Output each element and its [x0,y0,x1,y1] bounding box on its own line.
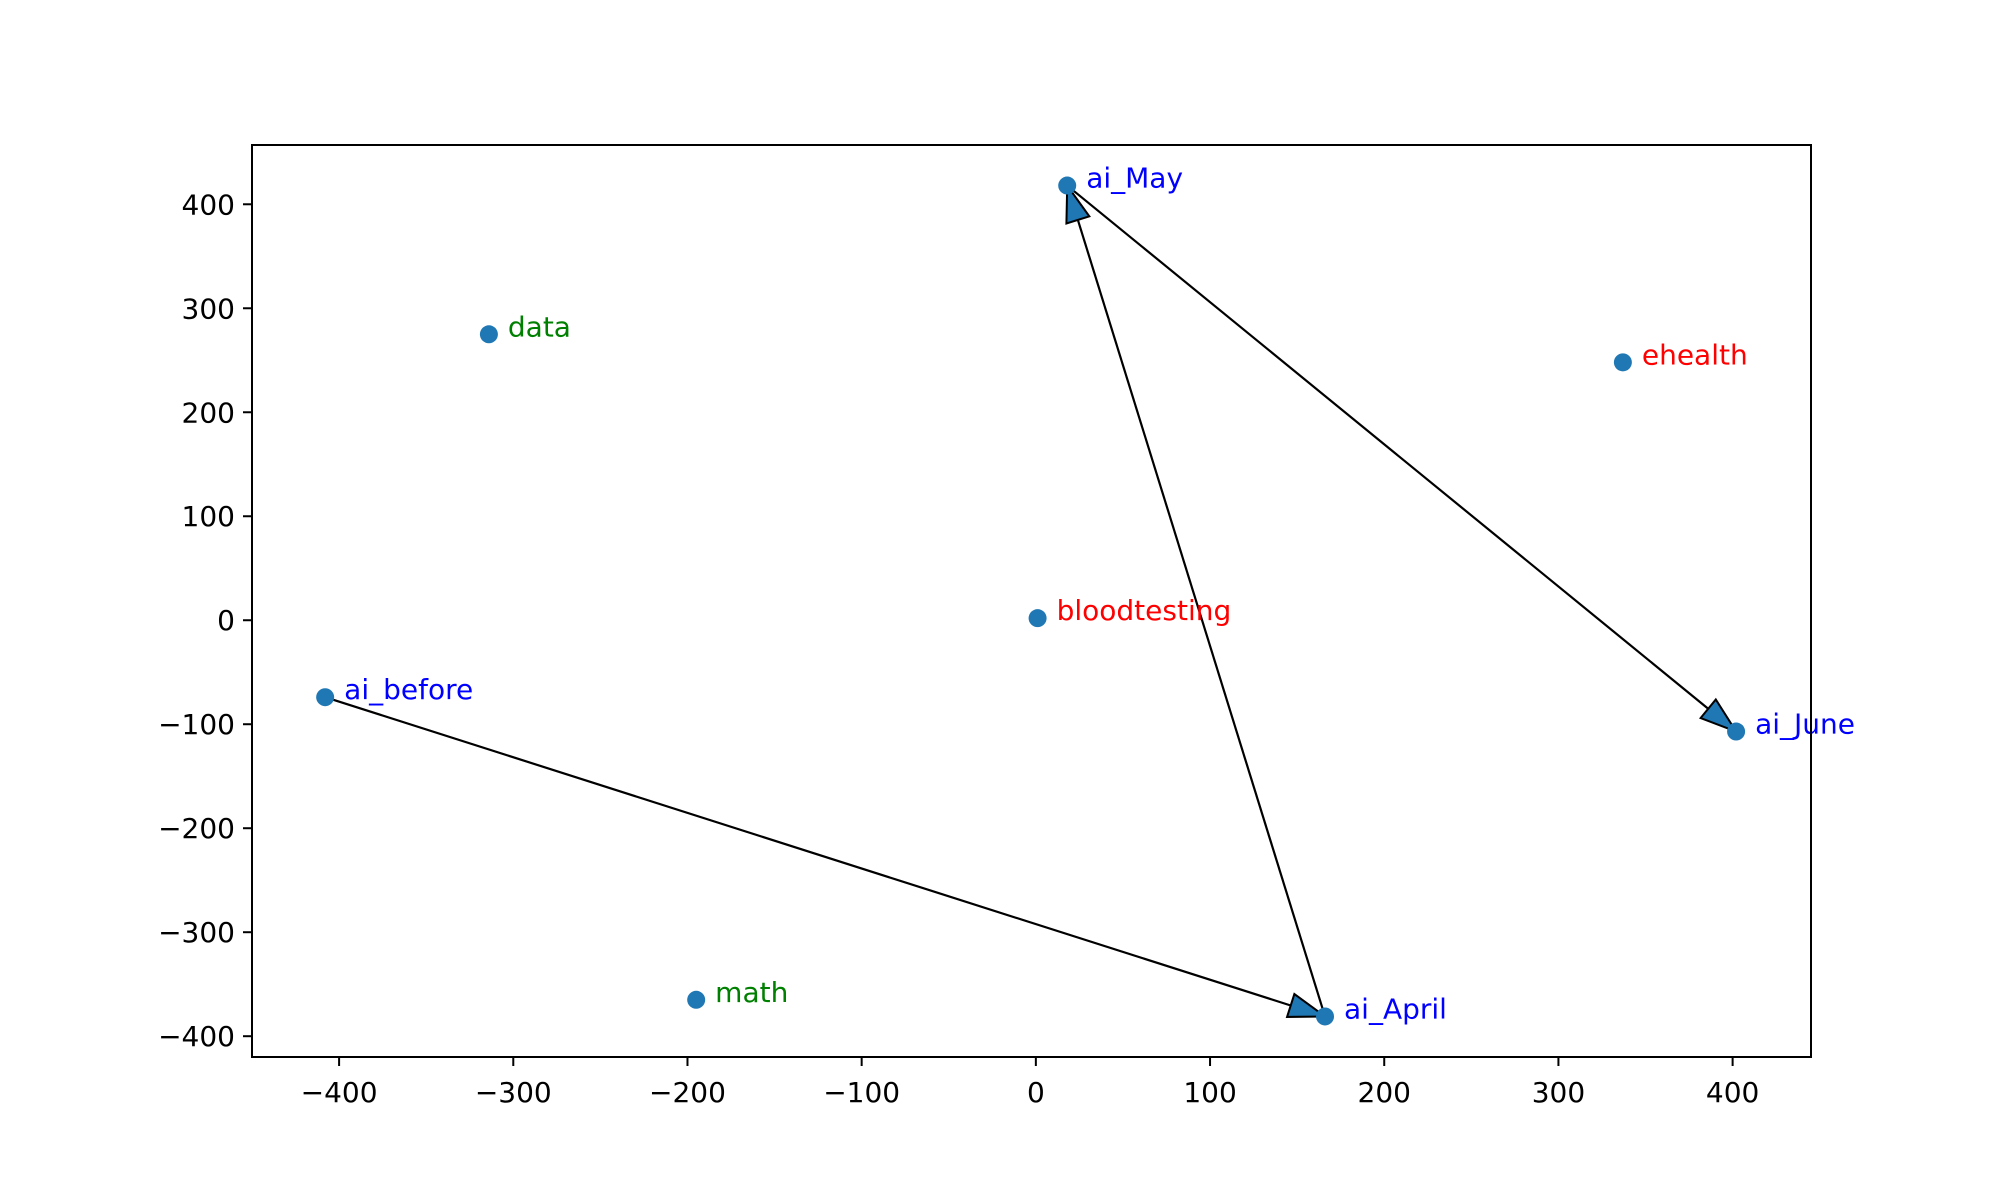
x-tick-label: −100 [823,1076,900,1109]
scatter-point [1316,1007,1335,1026]
scatter-point [1058,176,1077,195]
point-label: ai_June [1755,708,1855,741]
point-label: bloodtesting [1057,594,1232,627]
point-label: ai_May [1086,162,1183,195]
scatter-point [687,990,706,1009]
plot-area-frame [251,144,1812,1058]
y-tick-label: −400 [158,1020,235,1053]
y-tick-label: −100 [158,708,235,741]
y-tick-label: 200 [182,396,235,429]
x-axis-ticks: −400 −300 −200 −100 0 100 200 300 400 [301,1057,1759,1109]
arrow-head [1285,992,1329,1018]
y-tick-label: −300 [158,916,235,949]
arrow-head [1065,182,1091,225]
arrow-shaft [1066,184,1709,710]
points-layer [316,176,1746,1026]
y-tick-label: 300 [182,292,235,325]
x-tick-label: 200 [1358,1076,1411,1109]
point-label: math [715,976,788,1009]
scatter-point [1613,353,1632,372]
point-label: ehealth [1642,338,1748,371]
y-tick-label: 100 [182,500,235,533]
x-tick-label: 400 [1706,1076,1759,1109]
scatter-point [316,688,335,707]
y-tick-label: 0 [217,604,235,637]
point-label: ai_before [344,673,473,706]
arrow-head [1698,697,1739,734]
x-tick-label: 300 [1532,1076,1585,1109]
y-axis-ticks: −400 −300 −200 −100 0 100 200 300 400 [158,188,252,1053]
scatter-point [1727,722,1746,741]
scatter-point [479,325,498,344]
arrow-shaft [1076,219,1327,1017]
y-tick-label: 400 [182,188,235,221]
x-tick-label: −300 [475,1076,552,1109]
arrow-shaft [324,696,1292,1007]
x-tick-label: 100 [1183,1076,1236,1109]
scatter-point [1028,609,1047,628]
x-tick-label: 0 [1027,1076,1045,1109]
arrows-layer [324,182,1739,1018]
y-tick-label: −200 [158,812,235,845]
x-tick-label: −200 [649,1076,726,1109]
point-label: ai_April [1344,992,1447,1025]
point-label: data [508,310,571,343]
x-tick-label: −400 [301,1076,378,1109]
